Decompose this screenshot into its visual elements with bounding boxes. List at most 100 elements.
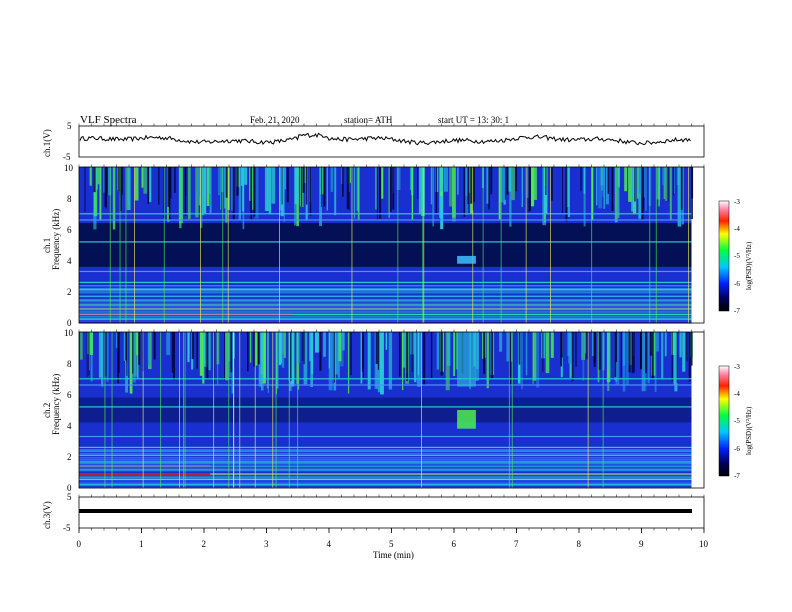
spectrum-burst [402, 332, 404, 391]
spectrum-burst [208, 332, 211, 371]
ch3-ytick-bottom: -5 [63, 523, 71, 533]
x-tick-label: 9 [639, 539, 644, 549]
spectrum-burst [584, 332, 587, 354]
x-tick-label: 4 [327, 539, 332, 549]
spectrum-gap [169, 167, 172, 199]
spectrum-burst [134, 167, 139, 201]
spectrum-burst [638, 167, 642, 193]
spectrum-low-band [79, 291, 692, 293]
spectrum-burst [261, 332, 264, 391]
spectrum-burst [266, 167, 270, 211]
spectrum-burst [536, 332, 540, 388]
spectrum-burst [545, 332, 550, 374]
spectrum-gap [333, 332, 335, 383]
spectrum-burst [328, 332, 333, 391]
spectrum-burst [231, 332, 234, 394]
spectrum-burst [453, 332, 455, 376]
spectrum-burst [296, 332, 301, 364]
x-tick-label: 5 [389, 539, 394, 549]
spectrum-burst [444, 167, 448, 192]
spectrum-burst [347, 332, 350, 394]
spectrum-burst [89, 167, 92, 186]
spectrum-gap [302, 332, 304, 361]
spectrum-low-band [79, 453, 692, 455]
spectrum-gap [488, 167, 490, 210]
spectrum-gap [633, 332, 635, 373]
spectrum-spike [183, 332, 184, 488]
spectrum-gap [686, 332, 688, 362]
spectrum-dark-band [79, 397, 692, 423]
spectrum-gap [153, 332, 156, 360]
spectrum-burst [665, 167, 668, 201]
spectrum-low-band [79, 484, 692, 485]
spectrum-gap [230, 332, 233, 373]
spectrum-spike [649, 167, 651, 323]
spectrum-gap [377, 332, 380, 370]
spectrum-gap [303, 332, 305, 365]
spectrum-burst [242, 167, 245, 212]
ch1-cb-tick-6: -6 [734, 280, 740, 288]
spectrum-burst [525, 332, 528, 376]
spectrum-burst [499, 332, 503, 352]
spectrum-burst [674, 332, 678, 392]
spectrum-burst [323, 332, 326, 357]
spectrum-burst [132, 332, 136, 383]
spectrum-gap [117, 332, 120, 384]
spectrum-gap [323, 167, 326, 207]
spectrum-burst [103, 167, 106, 193]
spectrum-burst [244, 167, 248, 185]
spectrum-spike [163, 167, 165, 323]
spectrum-burst [669, 167, 672, 221]
spectrum-burst [417, 332, 419, 376]
spectrum-burst [396, 167, 401, 190]
ch1-colorbar: -3 -4 -5 -6 -7 log(PSD)(V²/Hz) [718, 198, 753, 315]
spectrum-spike [421, 332, 422, 488]
spectrum-low-band [79, 456, 692, 458]
spectrum-burst [597, 332, 600, 383]
spectrum-low-band [79, 321, 692, 322]
spectrum-gap [168, 167, 171, 220]
spectrum-burst [658, 167, 660, 207]
spectrum-burst [330, 167, 334, 192]
spectrum-low-band [79, 480, 692, 482]
spectrum-burst [283, 167, 285, 222]
spectrum-burst [568, 332, 572, 364]
spectrum-spike [222, 167, 224, 323]
spectrum-low-band [79, 482, 692, 483]
spectrum-burst [115, 332, 118, 348]
x-tick-label: 2 [202, 539, 207, 549]
spectrum-gap [680, 167, 683, 210]
ch2-ftick-2: 2 [67, 452, 72, 462]
spectrum-low-band [79, 477, 692, 478]
ch1-ytick-bottom: -5 [63, 152, 71, 162]
spectrum-low-band [79, 466, 692, 468]
spectrum-gap [529, 167, 531, 212]
spectrum-burst [294, 167, 299, 205]
spectrum-gap [607, 167, 610, 194]
ch1-freq-label: Frequency (kHz) [51, 209, 61, 270]
spectrum-low-band [79, 313, 692, 315]
spectrum-low-band [79, 310, 692, 312]
spectrum-gap [406, 332, 409, 381]
spectrum-low-band [79, 458, 692, 460]
spectrum-low-band [79, 300, 692, 301]
spectrum-low-band [79, 299, 692, 301]
spectrum-burst [375, 167, 377, 210]
spectrum-gap [132, 332, 134, 374]
spectrum-gap [173, 332, 175, 380]
spectrum-burst [357, 167, 360, 221]
spectrum-low-band [79, 480, 692, 481]
spectrum-burst [418, 167, 422, 215]
ch1-spectrogram-panel: 10 8 6 4 2 0 ch.1 Frequency (kHz) [42, 163, 705, 328]
spectrum-spike [239, 332, 241, 488]
spectrum-burst [374, 332, 377, 389]
spectrum-burst [388, 167, 390, 218]
spectrum-burst [208, 167, 211, 194]
spectrum-low-band [79, 475, 692, 477]
ch3-waveform-line [79, 509, 692, 513]
spectrum-burst [598, 167, 603, 209]
x-tick-label: 3 [264, 539, 269, 549]
spectrum-burst [141, 167, 144, 188]
spectrum-spike [288, 332, 290, 488]
